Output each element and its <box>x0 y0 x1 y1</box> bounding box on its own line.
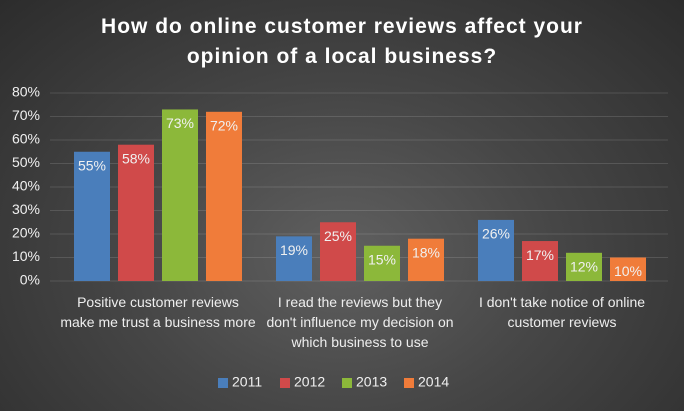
bar <box>478 219 514 281</box>
y-tick-label: 30% <box>12 201 40 217</box>
bar <box>522 241 558 281</box>
bar <box>74 151 110 281</box>
data-label: 26% <box>482 226 510 242</box>
data-label: 25% <box>324 228 352 244</box>
y-tick-label: 50% <box>12 154 40 170</box>
chart-title: How do online customer reviews affect yo… <box>101 15 583 68</box>
data-label: 18% <box>412 244 440 260</box>
legend-label: 2011 <box>232 374 262 390</box>
x-tick-label: I read the reviews but they don't influe… <box>266 294 454 350</box>
y-tick-label: 80% <box>12 84 40 100</box>
y-tick-label: 0% <box>20 272 40 288</box>
bar <box>566 252 602 281</box>
data-label: 58% <box>122 150 150 166</box>
legend-label: 2013 <box>356 374 387 390</box>
legend-swatch <box>404 378 414 388</box>
data-label: 15% <box>368 251 396 267</box>
bar <box>162 109 198 281</box>
y-tick-label: 20% <box>12 225 40 241</box>
legend-swatch <box>280 378 290 388</box>
bar <box>276 236 312 281</box>
legend-swatch <box>218 378 228 388</box>
data-label: 12% <box>570 259 598 275</box>
x-tick-label: I don't take notice of online customer r… <box>478 294 646 330</box>
legend-label: 2012 <box>294 374 325 390</box>
y-tick-label: 70% <box>12 107 40 123</box>
data-label: 72% <box>210 118 238 134</box>
data-label: 73% <box>166 115 194 131</box>
data-label: 55% <box>78 157 106 173</box>
bar <box>320 222 356 281</box>
y-tick-label: 60% <box>12 131 40 147</box>
y-tick-label: 40% <box>12 178 40 194</box>
legend-label: 2014 <box>418 374 449 390</box>
bar <box>364 245 400 281</box>
bar <box>610 257 646 281</box>
data-label: 17% <box>526 247 554 263</box>
bar <box>118 144 154 281</box>
bar <box>408 238 444 281</box>
bar <box>206 111 242 281</box>
data-label: 19% <box>280 242 308 258</box>
x-tick-label: Positive customer reviews make me trust … <box>60 294 256 330</box>
legend-swatch <box>342 378 352 388</box>
data-label: 10% <box>614 263 642 279</box>
y-tick-label: 10% <box>12 248 40 264</box>
